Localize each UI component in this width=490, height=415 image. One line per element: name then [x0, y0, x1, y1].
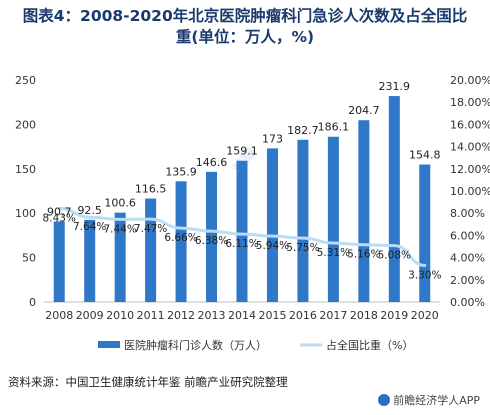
bar [419, 164, 431, 302]
bar-value-label: 204.7 [348, 104, 380, 117]
x-tick-label: 2009 [76, 309, 104, 322]
line-value-label: 7.64% [73, 221, 106, 233]
bar [175, 181, 187, 302]
bar [84, 219, 96, 302]
y-left-tick-label: 50 [22, 252, 36, 265]
brand-logo-icon [378, 394, 391, 406]
x-tick-label: 2013 [198, 309, 226, 322]
bar [145, 198, 157, 302]
y-right-tick-label: 4.00% [450, 252, 485, 265]
y-left-tick-label: 200 [15, 118, 36, 131]
x-tick-label: 2015 [258, 309, 286, 322]
chart-title-line-2: 重(单位：万人，%) [175, 28, 315, 46]
bar-value-label: 100.6 [104, 197, 136, 210]
y-right-tick-label: 12.00% [450, 163, 490, 176]
chart-title-line-1: 图表4：2008-2020年北京医院肿瘤科门急诊人次数及占全国比 [22, 7, 468, 25]
brand-text: 前瞻经济学人APP [393, 394, 480, 407]
bar [297, 139, 309, 302]
bar-value-label: 173 [262, 132, 283, 145]
bar-value-label: 135.9 [165, 165, 197, 178]
bar-value-label: 182.7 [287, 124, 319, 137]
source-note: 资料来源：中国卫生健康统计年鉴 前瞻产业研究院整理 [8, 375, 288, 389]
line-value-label: 5.16% [347, 249, 380, 261]
y-right-tick-label: 10.00% [450, 185, 490, 198]
bar-value-label: 154.8 [409, 149, 441, 162]
y-left-tick-label: 100 [15, 207, 36, 220]
line-value-label: 7.47% [134, 223, 167, 235]
y-right-tick-label: 16.00% [450, 118, 490, 131]
bar [388, 96, 400, 302]
x-tick-label: 2008 [45, 309, 73, 322]
y-right-tick-label: 6.00% [450, 229, 485, 242]
y-right-tick-label: 20.00% [450, 74, 490, 87]
y-left-tick-label: 0 [29, 296, 36, 309]
line-value-label: 3.30% [408, 269, 441, 281]
line-value-label: 5.08% [378, 250, 411, 262]
legend-bar-swatch [98, 341, 120, 348]
bar-value-label: 90.7 [47, 205, 72, 218]
bar-value-label: 146.6 [196, 156, 228, 169]
bar [114, 212, 126, 302]
legend-line-label: 占全国比重（%） [326, 338, 413, 352]
x-tick-label: 2012 [167, 309, 195, 322]
line-value-label: 5.75% [286, 242, 319, 254]
brand-label: 前瞻经济学人APP [378, 392, 480, 408]
y-right-tick-label: 0.00% [450, 296, 485, 309]
line-value-label: 7.44% [103, 223, 136, 235]
y-left-tick-label: 250 [15, 74, 36, 87]
bar [266, 148, 278, 302]
bar [206, 171, 218, 302]
bar-value-label: 159.1 [226, 145, 258, 158]
y-right-tick-label: 14.00% [450, 141, 490, 154]
legend-bar-label: 医院肿瘤科门诊人数（万人） [124, 338, 267, 352]
share-line [57, 206, 427, 267]
bar [358, 120, 370, 302]
x-tick-label: 2020 [411, 309, 439, 322]
bar [53, 221, 65, 302]
y-right-tick-label: 18.00% [450, 96, 490, 109]
y-right-tick-label: 2.00% [450, 274, 485, 287]
x-tick-label: 2017 [319, 309, 347, 322]
line-value-label: 6.66% [164, 232, 197, 244]
y-right-tick-label: 8.00% [450, 207, 485, 220]
x-tick-label: 2018 [350, 309, 378, 322]
line-value-label: 6.38% [195, 235, 228, 247]
bar-value-label: 186.1 [318, 121, 350, 134]
y-left-tick-label: 150 [15, 163, 36, 176]
x-tick-label: 2016 [289, 309, 317, 322]
line-value-label: 6.11% [225, 238, 258, 250]
bar-value-label: 116.5 [135, 183, 167, 196]
line-value-label: 5.31% [317, 247, 350, 259]
bar-value-label: 231.9 [379, 80, 411, 93]
chart-title: 图表4：2008-2020年北京医院肿瘤科门急诊人次数及占全国比 重(单位：万人… [0, 6, 490, 48]
x-tick-label: 2011 [137, 309, 165, 322]
line-value-label: 8.43% [43, 212, 76, 224]
line-value-label: 5.94% [256, 240, 289, 252]
bar [236, 160, 248, 302]
x-tick-label: 2010 [106, 309, 134, 322]
bar [327, 136, 339, 302]
x-tick-label: 2019 [380, 309, 408, 322]
bar-value-label: 92.5 [77, 204, 102, 217]
x-tick-label: 2014 [228, 309, 256, 322]
chart-svg: 0 50 100 150 200 250 0.00% 2.00% 4.00% 6.00% 8.00%… [15, 74, 490, 352]
